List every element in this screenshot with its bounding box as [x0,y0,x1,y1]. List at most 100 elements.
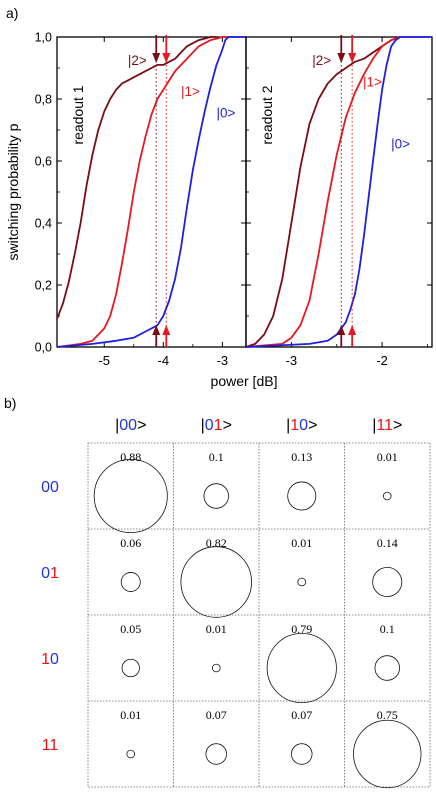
x-tick-label: -2 [376,353,388,368]
probability-value: 0.79 [291,622,312,636]
column-header: |10> [286,417,317,434]
label-part: 0 [50,651,59,668]
series-line-2 [56,36,217,320]
label-part: 0 [128,417,137,434]
line-chart-1: -5 -4 -3 0,0 0,2 0,4 0,6 0,8 1,0 |2> |1> |0> readout… [5,31,277,390]
arrow-up-head [152,325,161,335]
probability-value: 0.1 [209,450,224,464]
y-tick-label: 0,6 [35,155,52,169]
series-line-0 [56,36,246,348]
label-part: | [201,417,205,434]
label-part: | [372,417,376,434]
probability-circle [266,632,337,704]
probability-circle [372,567,403,597]
series-line-1 [245,36,401,348]
label-part: 1 [42,737,51,754]
panel-a-label: a) [6,5,18,21]
probability-value: 0.01 [291,536,312,550]
probability-value: 0.01 [206,622,227,636]
label-part: > [308,417,317,434]
probability-value: 0.14 [377,536,398,550]
panel-b-label: b) [4,395,16,411]
probability-circle [353,719,422,789]
series-line-2 [245,36,401,348]
label-part: 1 [50,565,59,582]
arrow-up-head [337,325,346,335]
probability-circle [120,572,141,592]
column-header: |01> [201,417,232,434]
probability-value: 0.88 [120,450,141,464]
label-part: > [223,417,232,434]
probability-circle [374,655,400,681]
state-label: |2> [128,53,147,68]
row-header: 01 [41,565,59,582]
series-line-1 [56,36,229,348]
column-header: |11> [372,417,402,434]
label-part: 1 [41,651,50,668]
arrow-down-head [162,53,171,63]
y-tick-label: 0,8 [35,93,52,107]
probability-circle [297,577,307,587]
x-tick-label: -3 [217,353,229,368]
label-part: > [137,417,146,434]
probability-circle [211,663,221,673]
label-part: 0 [119,417,128,434]
arrow-up-head [162,325,171,335]
row-header: 11 [42,737,59,754]
arrow-up-head [348,325,357,335]
probability-circle [203,483,229,509]
label-part: | [286,417,290,434]
y-axis-title: switching probability p [5,123,21,260]
x-tick-label: -5 [98,353,110,368]
row-header: 10 [41,651,59,668]
probability-value: 0.05 [120,622,141,636]
label-part: 0 [299,417,308,434]
label-part: 1 [384,417,393,434]
label-part: 1 [290,417,299,434]
column-header: |00> [115,417,146,434]
probability-value: 0.75 [377,708,398,722]
readout-annotation: readout 1 [70,85,86,144]
label-part: 1 [214,417,223,434]
y-tick-label: 0,4 [35,217,52,231]
probability-value: 0.07 [206,708,227,722]
y-tick-label: 0,2 [35,279,52,293]
x-tick-label: -3 [286,353,298,368]
line-chart-2: -3 -2 |2> |1> |0> readout 2 [245,35,433,368]
label-part: 0 [50,479,59,496]
state-label: |1> [181,84,200,99]
probability-circle [126,749,136,759]
arrow-down-head [337,53,346,63]
state-label: |1> [363,75,382,90]
probability-value: 0.01 [120,708,141,722]
x-tick-label: -4 [158,353,170,368]
probability-value: 0.1 [380,622,395,636]
probability-value: 0.06 [120,536,141,550]
label-part: 0 [205,417,214,434]
probability-value: 0.82 [206,536,227,550]
probability-circle [205,743,227,765]
panel-a-charts: -5 -4 -3 0,0 0,2 0,4 0,6 0,8 1,0 |2> |1> |0> readout… [5,31,433,390]
plot-frame [245,36,433,348]
label-part: > [393,417,402,434]
label-part: 1 [49,737,58,754]
state-label: |0> [391,137,410,152]
label-part: | [115,417,119,434]
probability-circle [287,481,317,511]
label-part: 0 [41,479,50,496]
label-part: 0 [41,565,50,582]
probability-circle [180,546,252,618]
probability-value: 0.07 [291,708,312,722]
probability-circle [121,658,140,678]
label-part: 1 [376,417,385,434]
state-label: |2> [312,53,331,68]
y-tick-label: 0,0 [35,341,52,355]
y-tick-label: 1,0 [35,31,52,45]
probability-circle [382,491,392,501]
probability-circle [291,743,313,765]
state-label: |0> [216,106,235,121]
arrow-down-head [152,53,161,63]
series-line-0 [245,36,432,348]
